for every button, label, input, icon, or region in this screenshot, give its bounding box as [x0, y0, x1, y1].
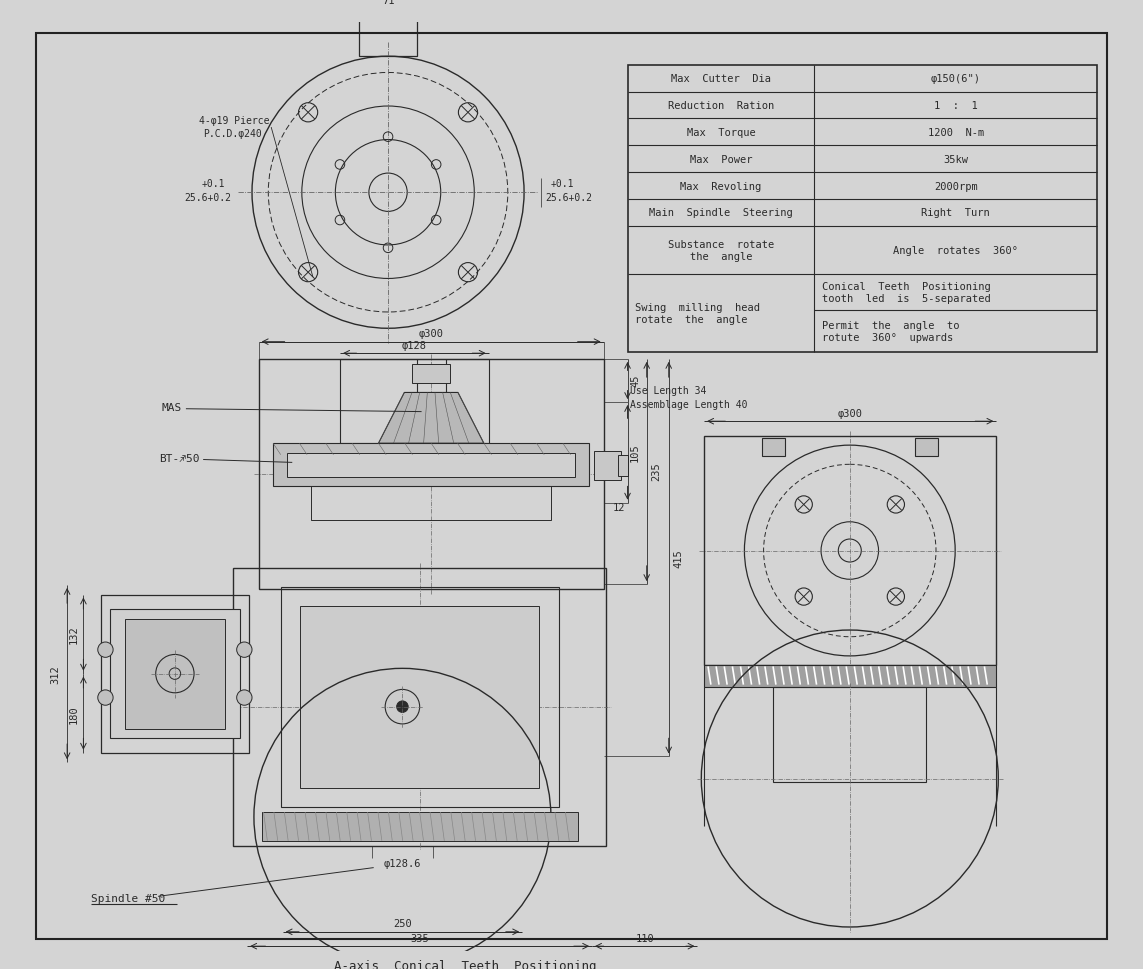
Text: Max  Revoling: Max Revoling: [680, 181, 761, 191]
Text: Assemblage Length 40: Assemblage Length 40: [631, 399, 748, 410]
Text: Angle  rotates  360°: Angle rotates 360°: [893, 245, 1018, 256]
Bar: [125, 619, 225, 729]
Bar: [704, 666, 997, 687]
Bar: [378, 822, 426, 841]
Circle shape: [237, 690, 251, 705]
Text: 25.6+0.2: 25.6+0.2: [184, 193, 231, 203]
Text: 335: 335: [410, 932, 429, 943]
Bar: [914, 439, 938, 456]
Bar: [273, 444, 590, 486]
Bar: [311, 486, 551, 520]
Text: Conical  Teeth  Positioning
tooth  led  is  5-separated: Conical Teeth Positioning tooth led is 5…: [822, 282, 991, 303]
Bar: [233, 568, 607, 846]
Text: 35kw: 35kw: [943, 154, 968, 165]
Text: +0.1: +0.1: [201, 178, 225, 188]
Text: φ128: φ128: [402, 340, 426, 350]
Text: Permit  the  angle  to
rotute  360°  upwards: Permit the angle to rotute 360° upwards: [822, 321, 959, 343]
Bar: [101, 595, 249, 753]
Text: Main  Spindle  Steering: Main Spindle Steering: [649, 208, 793, 218]
Bar: [411, 364, 450, 384]
Text: 415: 415: [673, 548, 684, 567]
Text: 250: 250: [393, 919, 411, 928]
Text: BT-♐50: BT-♐50: [159, 453, 199, 463]
Text: Swing  milling  head
rotate  the  angle: Swing milling head rotate the angle: [636, 303, 760, 325]
Text: +0.1: +0.1: [551, 178, 575, 188]
Text: Substance  rotate
the  angle: Substance rotate the angle: [668, 239, 774, 262]
Text: 180: 180: [69, 704, 79, 723]
Bar: [281, 587, 559, 807]
Bar: [761, 439, 784, 456]
Bar: [594, 452, 621, 480]
Bar: [262, 812, 577, 841]
Text: A-axis  Conical  Teeth  Positioning: A-axis Conical Teeth Positioning: [334, 959, 597, 969]
Text: Max  Cutter  Dia: Max Cutter Dia: [671, 75, 770, 84]
Circle shape: [98, 642, 113, 658]
Text: 12: 12: [613, 503, 625, 513]
Text: Max  Torque: Max Torque: [687, 128, 756, 138]
Bar: [341, 359, 489, 444]
Text: 71: 71: [382, 0, 394, 6]
Text: P.C.D.φ240: P.C.D.φ240: [202, 129, 262, 139]
Bar: [618, 455, 628, 477]
Bar: [299, 607, 539, 788]
Text: 312: 312: [50, 665, 61, 683]
Text: MAS: MAS: [162, 402, 182, 413]
Text: 235: 235: [652, 462, 662, 481]
Bar: [258, 359, 604, 589]
Text: 45: 45: [630, 374, 640, 387]
Text: φ128.6: φ128.6: [384, 858, 421, 868]
Text: 105: 105: [630, 443, 640, 462]
Circle shape: [98, 690, 113, 705]
Polygon shape: [378, 393, 483, 444]
Text: Reduction  Ration: Reduction Ration: [668, 101, 774, 110]
Bar: [359, 20, 417, 57]
Text: φ150(6"): φ150(6"): [930, 75, 981, 84]
Text: φ300: φ300: [838, 408, 862, 419]
Text: 1200  N-m: 1200 N-m: [927, 128, 984, 138]
Circle shape: [397, 702, 408, 712]
Text: 4-φ19 Pierce: 4-φ19 Pierce: [199, 116, 270, 126]
Bar: [773, 687, 927, 783]
Bar: [628, 66, 1097, 353]
Bar: [704, 436, 997, 666]
Text: Spindle #50: Spindle #50: [91, 893, 166, 903]
Text: 110: 110: [636, 932, 654, 943]
Text: Right  Turn: Right Turn: [921, 208, 990, 218]
Text: 132: 132: [69, 625, 79, 643]
Text: 25.6+0.2: 25.6+0.2: [545, 193, 592, 203]
Bar: [110, 610, 240, 738]
Bar: [287, 453, 575, 478]
Circle shape: [237, 642, 251, 658]
Text: 2000rpm: 2000rpm: [934, 181, 977, 191]
Text: φ300: φ300: [418, 328, 443, 339]
Text: 1  :  1: 1 : 1: [934, 101, 977, 110]
Text: Max  Power: Max Power: [689, 154, 752, 165]
Text: Use Length 34: Use Length 34: [631, 385, 706, 395]
